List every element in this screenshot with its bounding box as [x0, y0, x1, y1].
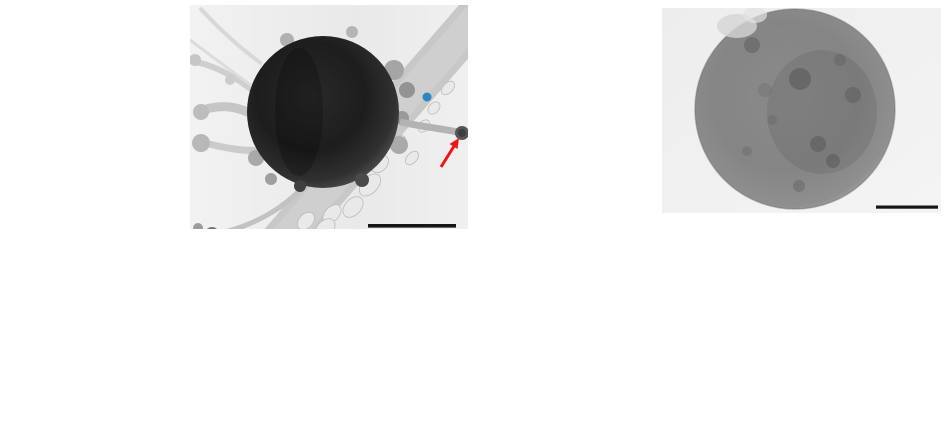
scale-bar-b	[876, 205, 938, 209]
tem-inset-b	[662, 8, 941, 213]
scale-bar-a	[368, 224, 456, 228]
tem-a-particle-A-core	[458, 129, 466, 137]
tem-a-sphere-shading	[275, 48, 323, 176]
tem-a-dark-sphere	[247, 36, 399, 188]
tem-b-sphere-shading	[767, 50, 877, 174]
tem-inset-a	[190, 5, 468, 229]
tem-a-sphere-bump	[294, 180, 306, 192]
tem-b-light-notch2	[743, 8, 767, 23]
tem-a-branch	[399, 118, 459, 136]
tem-b-dark-spots	[742, 37, 861, 192]
tem-a-sphere-bump	[355, 173, 369, 187]
arrow-a-shaft	[439, 142, 458, 168]
tem-b-sphere	[694, 8, 896, 210]
arrow-a-head	[449, 138, 459, 149]
marker-dot-b	[422, 92, 432, 102]
